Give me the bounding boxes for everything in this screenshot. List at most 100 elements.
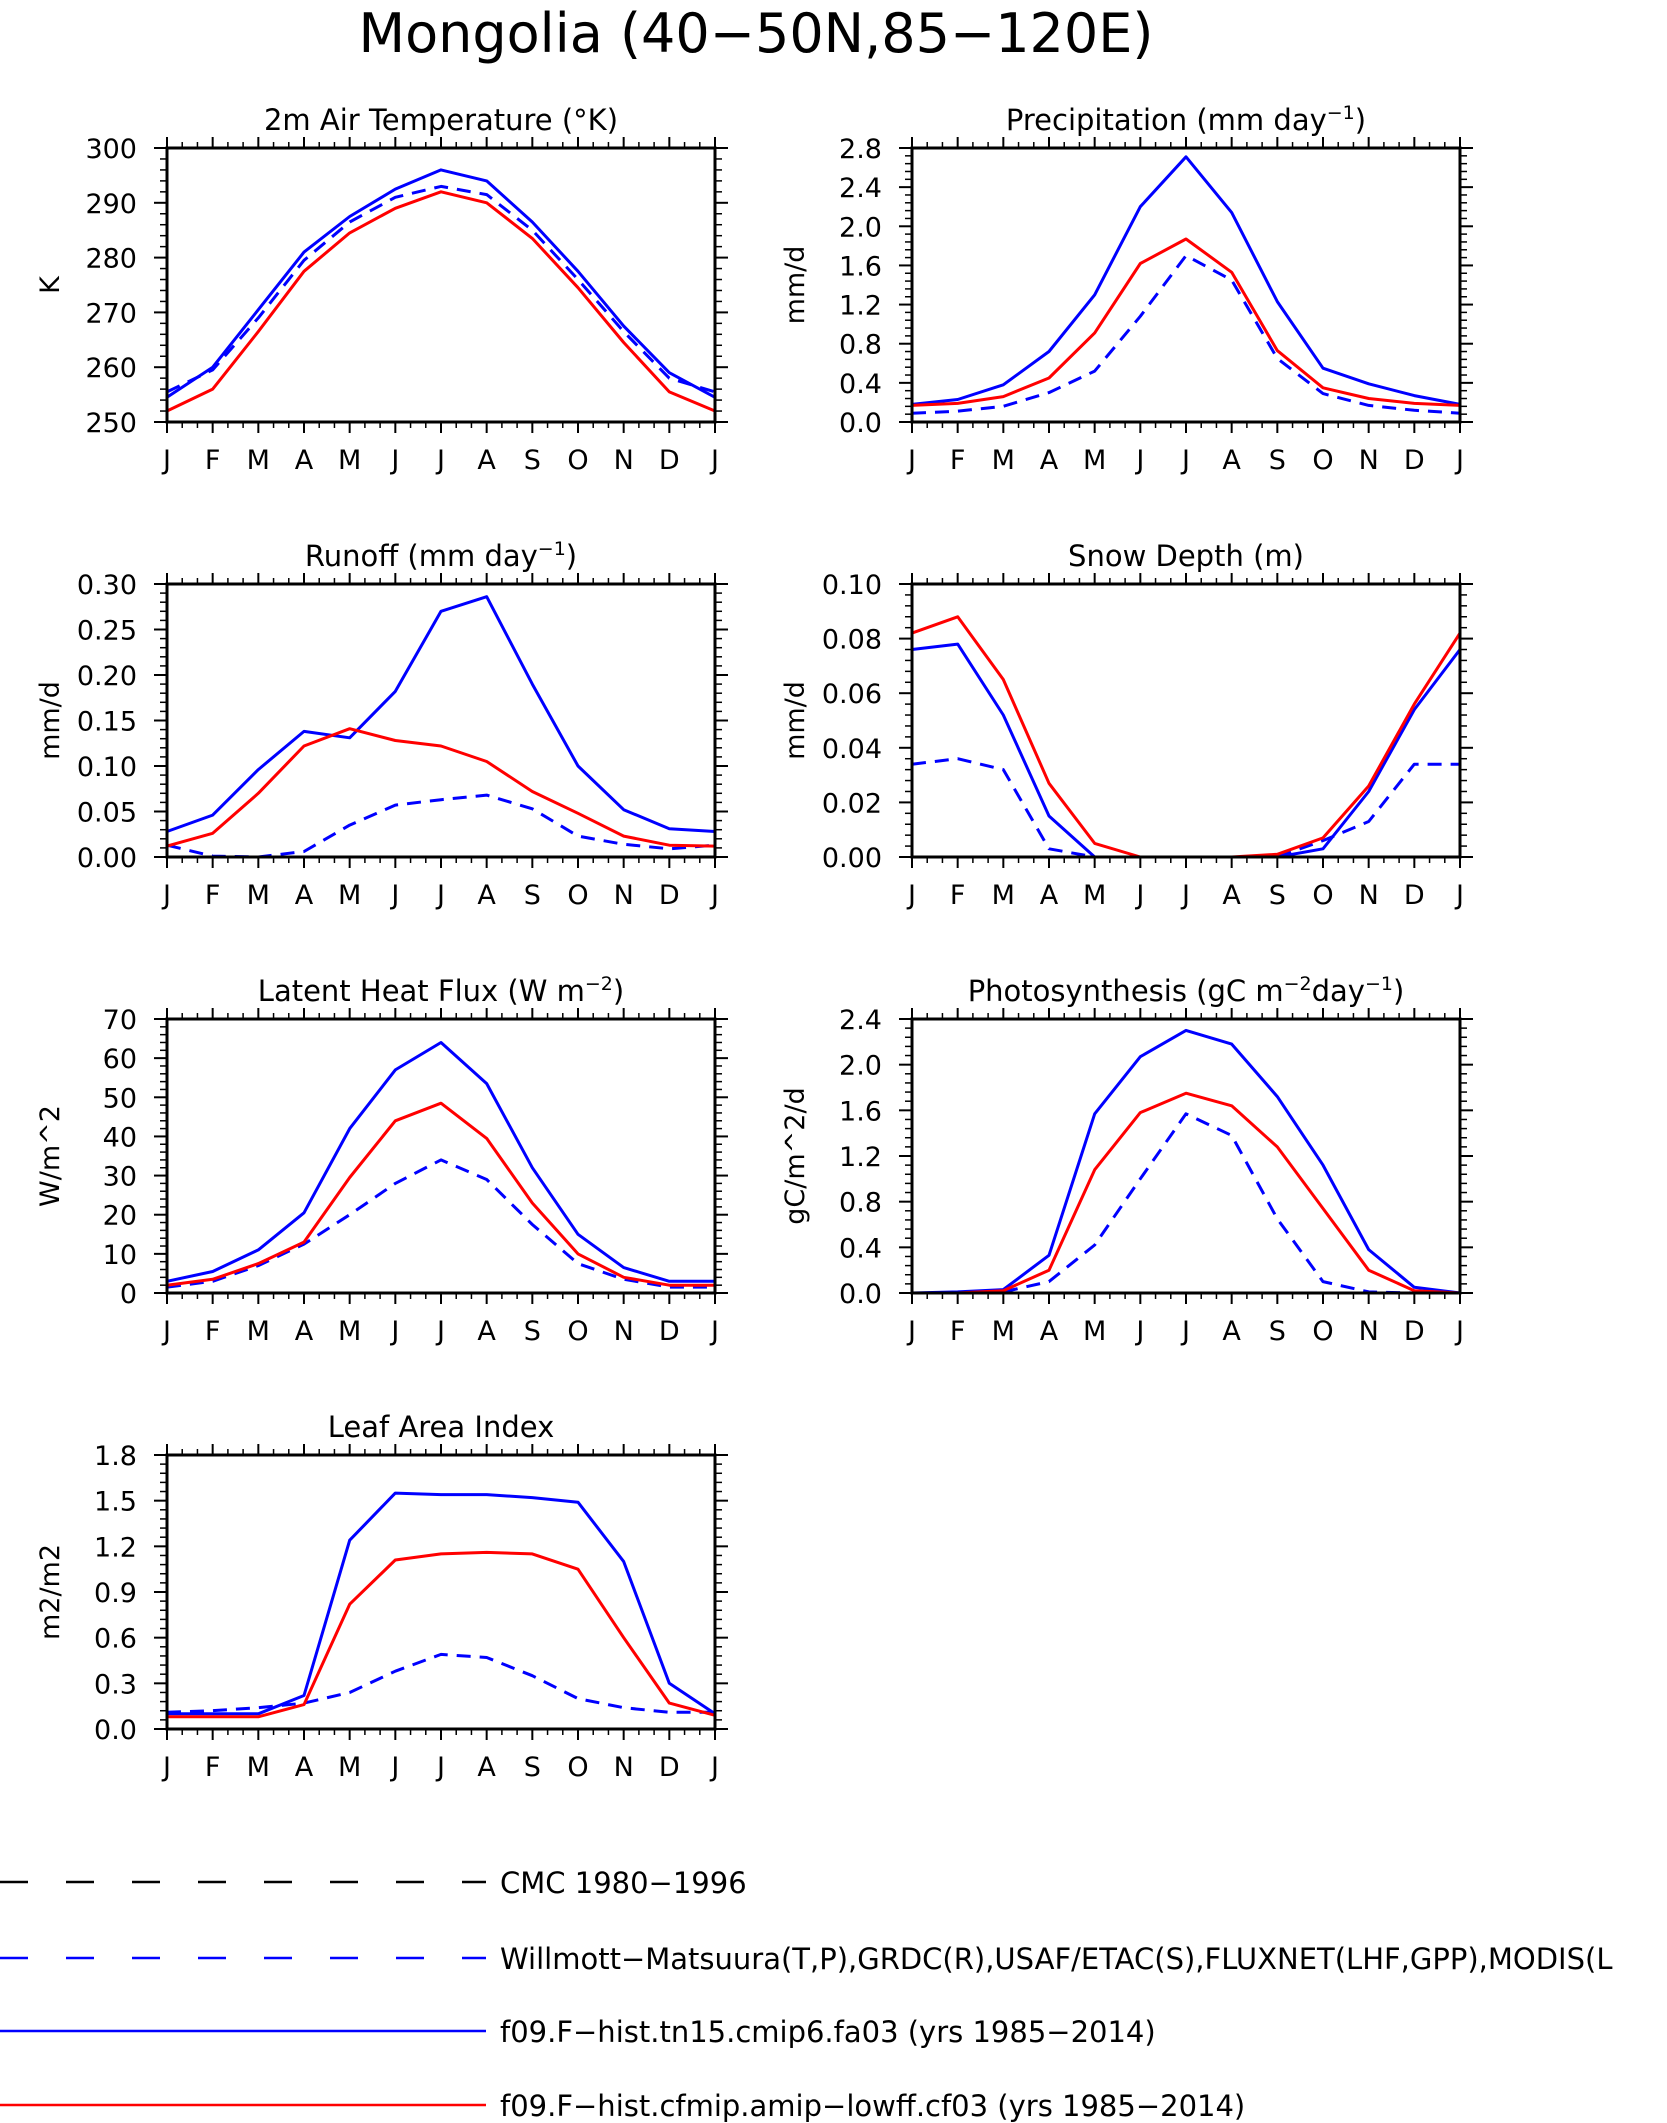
y-tick-label: 0.20	[77, 661, 137, 692]
figure-title: Mongolia (40−50N,85−120E)	[359, 2, 1154, 65]
x-tick-label: M	[247, 445, 270, 476]
series-line-model_a	[911, 642, 1462, 859]
x-tick-label: J	[1454, 1316, 1464, 1347]
panel-title: Snow Depth (m)	[1068, 539, 1304, 573]
x-tick-label: J	[389, 1316, 399, 1347]
x-tick-label: S	[524, 1316, 541, 1347]
plot-frame	[165, 146, 717, 424]
y-axis-label: K	[35, 275, 66, 294]
x-tick-label: S	[1269, 880, 1286, 911]
x-tick-label: J	[709, 880, 719, 911]
panel-title: Photosynthesis (gC m−2day−1)	[968, 973, 1405, 1008]
y-tick-label: 0.15	[77, 707, 137, 738]
x-tick-label: M	[338, 1752, 361, 1783]
x-tick-label: D	[1404, 445, 1425, 476]
x-tick-label: J	[709, 1316, 719, 1347]
y-tick-label: 2.0	[839, 1051, 882, 1082]
y-tick-label: 50	[103, 1083, 137, 1114]
x-tick-label: J	[709, 445, 719, 476]
x-tick-label: J	[1454, 880, 1464, 911]
x-tick-label: N	[614, 1316, 634, 1347]
series-line-model_a	[166, 1041, 715, 1283]
x-tick-label: J	[161, 1752, 171, 1783]
y-tick-label: 1.6	[839, 1096, 882, 1127]
chart-panel: J F M A M J J A S O N D J0.000.050.100.150.200.250.3…	[35, 538, 728, 911]
x-tick-label: N	[614, 1752, 634, 1783]
legend-label: Willmott−Matsuura(T,P),GRDC(R),USAF/ETAC…	[500, 1942, 1613, 1976]
x-tick-label: M	[247, 880, 270, 911]
series-line-obs	[166, 1652, 715, 1714]
x-tick-label: J	[1180, 1316, 1190, 1347]
x-tick-label: M	[1083, 880, 1106, 911]
y-tick-label: 0.10	[77, 752, 137, 783]
x-tick-label: A	[295, 880, 314, 911]
y-tick-label: 1.5	[94, 1487, 137, 1518]
x-tick-label: F	[205, 445, 221, 476]
y-tick-label: 0.8	[839, 330, 882, 361]
y-tick-label: 30	[103, 1162, 137, 1193]
series-line-model_a	[911, 1028, 1461, 1295]
x-tick-label: N	[614, 445, 634, 476]
x-tick-label: A	[477, 1316, 496, 1347]
x-tick-label: D	[1404, 880, 1425, 911]
series-line-obs	[166, 184, 716, 394]
x-tick-label: A	[477, 880, 496, 911]
x-tick-label: F	[205, 1316, 221, 1347]
y-tick-label: 0.25	[77, 616, 137, 647]
x-tick-label: J	[389, 880, 399, 911]
x-tick-label: M	[247, 1316, 270, 1347]
plot-frame	[165, 1017, 717, 1295]
x-tick-label: F	[950, 880, 966, 911]
x-tick-label: S	[1269, 1316, 1286, 1347]
chart-panel: J F M A M J J A S O N D J0.00.40.81.21.62.02.4gC/m^2…	[780, 973, 1473, 1347]
y-tick-label: 0.4	[839, 369, 882, 400]
x-tick-label: A	[1040, 445, 1059, 476]
x-tick-label: M	[1083, 445, 1106, 476]
y-tick-label: 0.4	[839, 1233, 882, 1264]
y-tick-label: 1.2	[839, 1142, 882, 1173]
panel-title: Precipitation (mm day−1)	[1006, 102, 1366, 137]
series-line-obs	[912, 1112, 1460, 1295]
panel-title: 2m Air Temperature (°K)	[264, 103, 618, 137]
x-tick-label: O	[567, 880, 588, 911]
chart-panel: J F M A M J J A S O N D J0.00.40.81.21.62.02.42.8mm/…	[780, 102, 1473, 476]
x-tick-label: J	[389, 1752, 399, 1783]
y-tick-label: 2.4	[839, 173, 882, 204]
x-tick-label: M	[338, 1316, 361, 1347]
x-tick-label: S	[524, 445, 541, 476]
x-tick-label: J	[906, 880, 916, 911]
y-tick-label: 300	[85, 134, 137, 165]
x-tick-label: J	[1134, 1316, 1144, 1347]
y-tick-label: 20	[103, 1201, 137, 1232]
x-tick-label: A	[477, 445, 496, 476]
series-line-model_b	[912, 1091, 1461, 1295]
y-tick-label: 2.4	[839, 1005, 882, 1036]
y-tick-label: 10	[103, 1240, 137, 1271]
chart-panel: J F M A M J J A S O N D J0.000.020.040.060.080.10mm/…	[780, 539, 1473, 911]
series-line-model_b	[166, 727, 716, 848]
series-line-model_b	[911, 237, 1461, 407]
x-tick-label: D	[659, 880, 680, 911]
x-tick-label: F	[205, 1752, 221, 1783]
x-tick-label: D	[659, 1752, 680, 1783]
chart-panel: J F M A M J J A S O N D J0.00.30.60.91.21.51.8m2/m2L…	[35, 1410, 728, 1783]
y-tick-label: 0.30	[77, 570, 137, 601]
x-tick-label: J	[1454, 445, 1464, 476]
series-line-obs	[166, 793, 716, 859]
x-tick-label: J	[435, 445, 445, 476]
y-tick-label: 0.6	[94, 1624, 137, 1655]
x-tick-label: J	[161, 445, 171, 476]
y-tick-label: 2.0	[839, 212, 882, 243]
plot-frame	[910, 146, 1462, 424]
x-tick-label: A	[477, 1752, 496, 1783]
x-tick-label: M	[992, 880, 1015, 911]
x-tick-label: S	[1269, 445, 1286, 476]
x-tick-label: D	[659, 445, 680, 476]
y-tick-label: 290	[85, 189, 137, 220]
x-tick-label: M	[992, 1316, 1015, 1347]
y-tick-label: 1.2	[94, 1532, 137, 1563]
y-tick-label: 60	[103, 1044, 137, 1075]
x-tick-label: A	[295, 1752, 314, 1783]
